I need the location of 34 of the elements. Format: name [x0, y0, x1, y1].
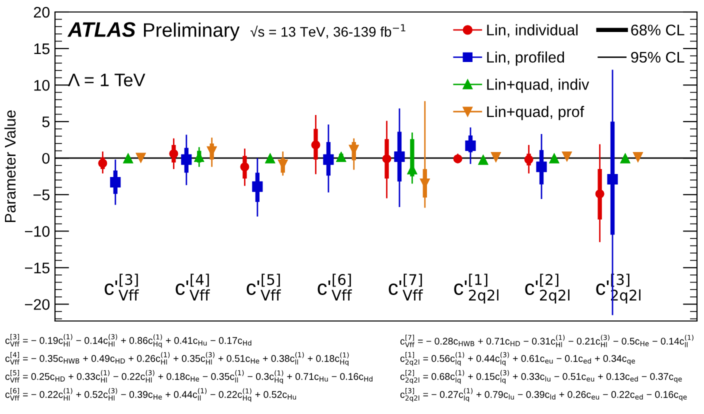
y-tick-label: −15	[24, 262, 50, 274]
y-tick-label: −10	[24, 226, 50, 237]
text: c$^{[6]}$$_{Vff}$ = − 0.22c$^{(1)}$$_{Hl}$ + 0.52c$^{(3)}$$_{Hl}$ − 0.39c$_{He}$ + 0.44c$^{(1)}$$_{ll}$ − 0.22c$^{(1)}$$_{Hq}$ + 0.52c$_{Hu}$	[5, 388, 296, 402]
text: c$^{[2]}$$_{2q2l}$ = 0.68c$^{(1)}$$_{lq}$ + 0.15c$^{(3)}$$_{lq}$ + 0.33c$_{lu}$ − 0.51c$_{eu}$ + 0.13c$_{ed}$ − 0.37c$_{qe}$	[400, 370, 682, 384]
y-axis-title: Parameter Value	[4, 110, 16, 222]
text: c$^{[1]}$$_{2q2l}$ = 0.56c$^{(1)}$$_{lq}$ + 0.44c$^{(3)}$$_{lq}$ + 0.61c$_{eu}$ − 0.1c$_{ed}$ + 0.34c$_{qe}$	[400, 352, 635, 366]
x-tick-label: c'$^{[6]}$$_{Vff}$	[318, 274, 352, 300]
text: c$^{[4]}$$_{Vff}$ = − 0.35c$_{HWB}$ + 0.49c$_{HD}$ + 0.26c$^{(1)}$$_{Hl}$ + 0.35c$^{(3)}$$_{Hl}$ + 0.51c$_{He}$ + 0.38c$^{(1)}$$_{ll}$ + 0.18c$^{(1)}$$_{Hq}$	[5, 352, 349, 366]
annotation: 68% CL	[631, 24, 684, 36]
y-tick-label: −5	[33, 190, 50, 200]
y-tick-label: 5	[42, 116, 50, 128]
x-tick-label: c'$^{[5]}$$_{Vff}$	[246, 274, 281, 300]
y-tick-label: 20	[34, 6, 50, 18]
legend-label: Lin, individual	[487, 24, 578, 38]
y-tick-label: 10	[34, 80, 50, 91]
text: c$^{[5]}$$_{Vff}$ = 0.25c$_{HD}$ + 0.33c$^{(1)}$$_{Hl}$ − 0.22c$^{(3)}$$_{Hl}$ + 0.18c$_{He}$ − 0.35c$^{(1)}$$_{ll}$ − 0.3c$^{(1)}$$_{Hq}$ + 0.71c$_{Hu}$ − 0.16c$_{Hd}$	[5, 370, 372, 384]
text: c$^{[3]}$$_{2q2l}$ = − 0.27c$^{(1)}$$_{lq}$ + 0.79c$_{lu}$ − 0.39c$_{ld}$ + 0.26c$_{eu}$ − 0.22c$_{ed}$ − 0.16c$_{qe}$	[400, 388, 687, 402]
legend-label: Lin+quad, prof	[487, 106, 584, 120]
text: c$^{[3]}$$_{Vff}$ = − 0.19c$^{(1)}$$_{Hl}$ − 0.14c$^{(3)}$$_{Hl}$ + 0.86c$^{(1)}$$_{Hq}$ + 0.41c$_{Hu}$ − 0.17c$_{Hd}$	[5, 334, 252, 348]
x-tick-label: c'$^{[2]}$$_{2q2l}$	[525, 274, 570, 304]
legend-label: Lin+quad, indiv	[487, 78, 590, 93]
legend-label: Lin, profiled	[487, 51, 564, 66]
text: c$^{[7]}$$_{Vff}$ = − 0.28c$_{HWB}$ + 0.71c$_{HD}$ − 0.31c$^{(1)}$$_{Hl}$ − 0.21c$^{(3)}$$_{Hl}$ − 0.5c$_{He}$ − 0.14c$^{(1)}$$_{ll}$	[400, 334, 694, 348]
annotation: 95% CL	[631, 52, 684, 63]
y-tick-label: −20	[24, 299, 50, 310]
x-tick-label: c'$^{[1]}$$_{2q2l}$	[454, 274, 498, 304]
annotation: Λ = 1 TeV	[68, 74, 146, 86]
y-tick-label: 0	[42, 152, 50, 164]
text: √s = 13 TeV, 36-139 fb$^{−1}$	[250, 24, 406, 38]
x-tick-label: c'$^{[4]}$$_{Vff}$	[176, 274, 210, 300]
x-tick-label: c'$^{[3]}$$_{Vff}$	[104, 274, 139, 300]
x-tick-label: c'$^{[7]}$$_{Vff}$	[388, 274, 424, 300]
y-tick-label: 15	[34, 44, 50, 54]
chart-title: ATLAS Preliminary	[67, 22, 240, 41]
